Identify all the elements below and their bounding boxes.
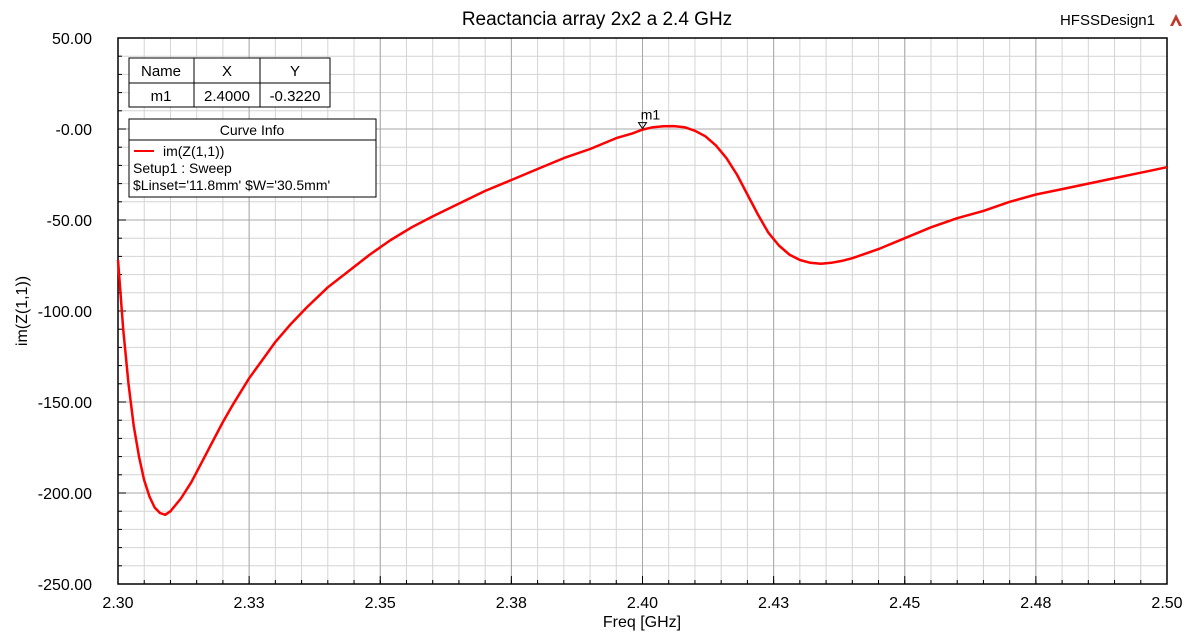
curve-info-legend[interactable]: Curve Info im(Z(1,1)) Setup1 : Sweep $Li… (128, 118, 377, 198)
x-tick-label: 2.30 (102, 595, 133, 612)
y-axis-label: im(Z(1,1)) (14, 276, 31, 346)
design-name: HFSSDesign1 (1060, 12, 1155, 29)
y-tick-label: -0.00 (56, 122, 93, 139)
marker-m1[interactable]: m1 (637, 107, 661, 130)
table-header-name: Name (141, 63, 181, 80)
x-tick-label: 2.35 (365, 595, 396, 612)
y-tick-label: -50.00 (47, 213, 92, 230)
x-tick-label: 2.38 (496, 595, 527, 612)
x-tick-label: 2.33 (234, 595, 265, 612)
x-tick-label: 2.43 (758, 595, 789, 612)
table-cell-name: m1 (151, 88, 172, 105)
curve-info-setup: Setup1 : Sweep (133, 160, 232, 176)
ansys-logo-icon (1170, 14, 1182, 26)
x-axis-ticks: 2.30 2.33 2.35 2.38 2.40 2.43 2.45 2.48 2.50 (102, 576, 1183, 612)
chart-title: Reactancia array 2x2 a 2.4 GHz (462, 9, 732, 30)
x-tick-label: 2.48 (1020, 595, 1051, 612)
marker-triangle-icon (637, 122, 648, 130)
x-tick-label: 2.40 (627, 595, 658, 612)
curve-info-title: Curve Info (220, 122, 285, 138)
y-tick-label: -150.00 (38, 395, 92, 412)
table-header-y: Y (290, 63, 300, 80)
y-tick-label: -250.00 (38, 577, 92, 594)
table-cell-x: 2.4000 (204, 88, 250, 105)
marker-table[interactable]: Name X Y m1 2.4000 -0.3220 (128, 57, 331, 108)
table-header-x: X (222, 63, 232, 80)
y-axis-ticks: 50.00 -0.00 -50.00 -100.00 -150.00 -200.00 -25… (38, 31, 126, 594)
legend-entry: im(Z(1,1)) (163, 143, 224, 159)
y-tick-label: -200.00 (38, 486, 92, 503)
x-axis-label: Freq [GHz] (603, 614, 681, 631)
y-tick-label: -100.00 (38, 304, 92, 321)
x-tick-label: 2.50 (1151, 595, 1182, 612)
x-tick-label: 2.45 (889, 595, 920, 612)
table-cell-y: -0.3220 (270, 88, 321, 105)
curve-info-params: $Linset='11.8mm' $W='30.5mm' (133, 177, 330, 193)
marker-label: m1 (641, 107, 661, 123)
series-line-imz11 (116, 124, 1168, 517)
y-tick-label: 50.00 (52, 31, 92, 48)
